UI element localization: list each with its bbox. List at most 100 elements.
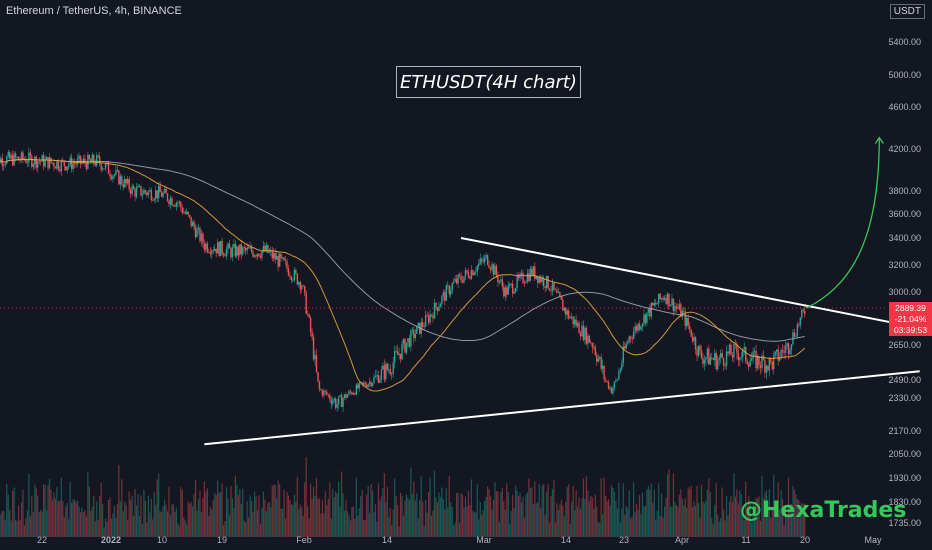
candle — [149, 189, 151, 192]
volume-bar — [603, 477, 605, 537]
candle — [38, 161, 40, 163]
volume-bar — [607, 499, 610, 537]
volume-bar — [454, 522, 456, 537]
candle — [395, 351, 397, 353]
volume-bar — [43, 484, 45, 537]
candle — [73, 163, 76, 165]
volume-bar — [436, 502, 439, 537]
candle — [637, 323, 639, 331]
candle — [252, 251, 254, 257]
volume-bar — [242, 488, 244, 537]
candle — [668, 293, 670, 307]
candle — [768, 358, 771, 371]
volume-bar — [94, 521, 96, 537]
candle — [784, 346, 787, 353]
volume-bar — [75, 502, 77, 537]
y-tick-label: 3600.00 — [888, 209, 921, 219]
candle — [804, 310, 806, 315]
candle — [75, 163, 77, 165]
volume-bar — [370, 483, 372, 537]
candle — [153, 198, 155, 201]
candle — [672, 298, 675, 312]
candle — [317, 372, 319, 382]
volume-bar — [801, 502, 803, 537]
volume-bar — [579, 509, 582, 537]
volume-bar — [548, 523, 551, 537]
volume-bar — [802, 504, 804, 537]
candle — [442, 292, 445, 297]
y-tick-label: 4600.00 — [888, 102, 921, 112]
candle — [529, 268, 532, 281]
currency-selector[interactable]: USDT — [889, 4, 925, 19]
candle — [764, 360, 766, 373]
candle — [510, 283, 512, 285]
candle — [110, 176, 113, 180]
volume-bar — [168, 486, 170, 537]
volume-bar — [165, 504, 167, 537]
candle — [461, 280, 464, 283]
volume-bar — [361, 489, 363, 537]
candle — [309, 317, 312, 333]
volume-bar — [743, 520, 745, 537]
volume-bar — [773, 474, 775, 537]
volume-bar — [305, 457, 307, 537]
candle — [786, 343, 788, 347]
candle — [363, 382, 365, 384]
volume-bar — [187, 501, 189, 537]
volume-bar — [425, 499, 427, 537]
volume-bar — [405, 494, 408, 537]
volume-bar — [714, 504, 716, 537]
volume-bar — [677, 506, 679, 537]
volume-bar — [357, 515, 359, 537]
candle — [132, 186, 135, 190]
candle — [234, 244, 237, 257]
volume-bar — [675, 504, 677, 537]
candle — [612, 387, 614, 394]
symbol-label[interactable]: Ethereum / TetherUS, 4h, BINANCE — [6, 5, 182, 17]
candle — [175, 202, 178, 207]
candle — [681, 310, 683, 317]
candle — [206, 243, 209, 252]
volume-bar — [301, 507, 303, 537]
volume-bar — [364, 520, 366, 537]
volume-bar — [464, 496, 467, 537]
volume-bar — [520, 502, 523, 537]
volume-bar — [289, 499, 291, 537]
candle — [184, 211, 186, 214]
candle — [180, 202, 182, 208]
candle — [330, 399, 332, 404]
candle — [396, 351, 399, 356]
candle — [284, 260, 287, 262]
volume-bar — [572, 485, 574, 537]
candle — [545, 275, 548, 288]
candle — [224, 255, 226, 257]
candle — [187, 211, 189, 215]
candle — [488, 264, 490, 268]
volume-bar — [332, 488, 334, 537]
volume-bar — [777, 482, 779, 537]
x-tick-label: 11 — [741, 535, 750, 545]
volume-bar — [304, 482, 306, 537]
volume-bar — [102, 504, 104, 537]
candle — [392, 362, 394, 374]
candle — [60, 160, 63, 172]
volume-bar — [497, 491, 499, 537]
candle — [37, 161, 39, 168]
candle — [500, 279, 502, 281]
candle — [208, 251, 210, 253]
volume-bar — [482, 510, 484, 537]
volume-bar — [687, 487, 689, 537]
candle — [177, 202, 179, 204]
volume-bar — [343, 510, 346, 537]
volume-bar — [728, 501, 731, 537]
volume-bar — [506, 483, 508, 537]
candle — [118, 170, 120, 185]
candle — [610, 387, 613, 394]
candle — [756, 355, 759, 369]
candle — [559, 292, 561, 297]
volume-bar — [286, 492, 288, 537]
volume-bar — [128, 491, 130, 537]
volume-bar — [234, 475, 236, 537]
volume-bar — [416, 492, 418, 537]
